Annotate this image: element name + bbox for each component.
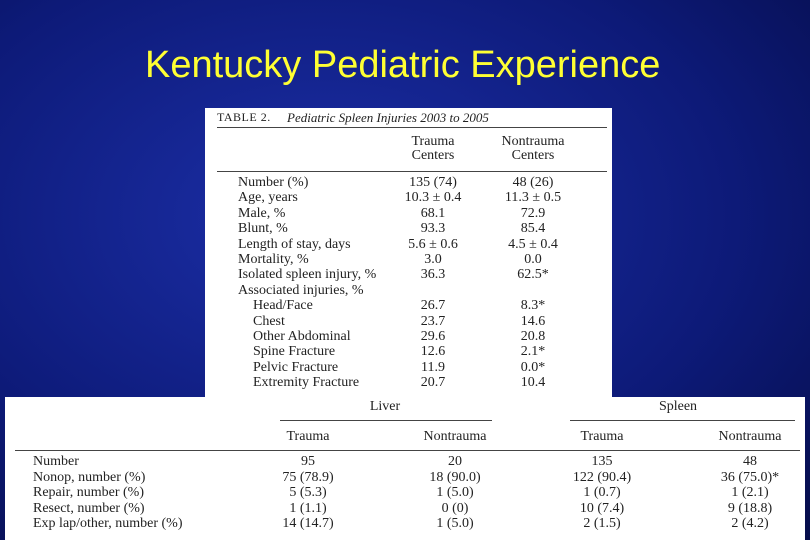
cell: 0.0* bbox=[520, 359, 546, 375]
row-label: Other Abdominal bbox=[253, 329, 351, 344]
table-caption: Pediatric Spleen Injuries 2003 to 2005 bbox=[287, 110, 489, 125]
cell: 85.4 bbox=[520, 221, 546, 237]
cell: 10.3 ± 0.4 bbox=[404, 190, 462, 206]
cell: 1 (5.0) bbox=[436, 485, 474, 500]
cell: 93.3 bbox=[420, 221, 446, 237]
row-label: Number (%) bbox=[238, 175, 309, 190]
column-header: Nontrauma bbox=[718, 429, 782, 444]
cell: 11.3 ± 0.5 bbox=[504, 190, 562, 206]
cell: 1 (2.1) bbox=[731, 485, 769, 500]
cell: 10 (7.4) bbox=[579, 500, 625, 516]
cell: 14 (14.7) bbox=[282, 516, 334, 531]
cell: 5 (5.3) bbox=[289, 485, 327, 500]
cell: 26.7 bbox=[420, 298, 446, 314]
cell: 95 bbox=[301, 454, 315, 469]
cell: 8.3* bbox=[520, 298, 546, 314]
cell: 68.1 bbox=[420, 205, 446, 221]
cell: 2.1* bbox=[520, 344, 546, 360]
row-label: Length of stay, days bbox=[238, 236, 351, 252]
group-header: Spleen bbox=[658, 399, 698, 414]
cell: 18 (90.0) bbox=[429, 469, 481, 485]
row-label: Number bbox=[33, 454, 79, 469]
cell: 0 (0) bbox=[441, 500, 469, 516]
cell: 29.6 bbox=[420, 329, 446, 344]
cell: 11.9 bbox=[421, 359, 445, 375]
row-label: Extremity Fracture bbox=[253, 375, 360, 391]
slide-title: Kentucky Pediatric Experience bbox=[145, 44, 661, 86]
cell: 20.7 bbox=[420, 375, 446, 391]
column-header: Trauma Centers bbox=[411, 134, 455, 163]
outcome-table: Liver Spleen Trauma Nontrauma Trauma Nontraum… bbox=[5, 397, 805, 540]
row-label: Pelvic Fracture bbox=[253, 359, 339, 375]
cell: 36 (75.0)* bbox=[720, 469, 780, 485]
row-label: Repair, number (%) bbox=[33, 485, 145, 500]
cell: 4.5 ± 0.4 bbox=[508, 236, 558, 252]
rule bbox=[280, 420, 492, 421]
cell: 1 (5.0) bbox=[436, 516, 474, 531]
cell: 48 bbox=[743, 454, 757, 469]
cell: 72.9 bbox=[520, 205, 546, 221]
row-label: Head/Face bbox=[253, 298, 313, 314]
cell: 20 bbox=[448, 454, 462, 469]
column-header: Nontrauma bbox=[423, 429, 487, 444]
cell: 9 (18.8) bbox=[727, 500, 773, 516]
row-label: Male, % bbox=[238, 205, 286, 221]
cell: 62.5* bbox=[517, 267, 549, 283]
rule bbox=[217, 171, 607, 172]
cell: 2 (4.2) bbox=[731, 516, 769, 531]
cell: 1 (1.1) bbox=[289, 500, 327, 516]
cell: 135 (74) bbox=[409, 175, 457, 190]
row-label: Spine Fracture bbox=[253, 344, 336, 360]
cell: 48 (26) bbox=[512, 175, 554, 190]
row-label: Mortality, % bbox=[238, 252, 309, 267]
row-label: Blunt, % bbox=[238, 221, 288, 237]
cell: 5.6 ± 0.6 bbox=[408, 236, 458, 252]
cell: 75 (78.9) bbox=[282, 469, 334, 485]
column-header: Trauma bbox=[580, 429, 624, 444]
row-label: Nonop, number (%) bbox=[33, 469, 146, 485]
cell: 36.3 bbox=[420, 267, 446, 283]
row-label: Chest bbox=[253, 313, 285, 329]
cell: 0.0 bbox=[524, 252, 542, 267]
rule bbox=[217, 127, 607, 128]
cell: 20.8 bbox=[520, 329, 546, 344]
row-label: Resect, number (%) bbox=[33, 500, 145, 516]
cell: 2 (1.5) bbox=[583, 516, 621, 531]
row-label: Exp lap/other, number (%) bbox=[33, 516, 183, 531]
table-label: TABLE 2. bbox=[217, 110, 271, 124]
group-header: Liver bbox=[369, 399, 401, 414]
cell: 122 (90.4) bbox=[572, 469, 632, 485]
column-header: Nontrauma Centers bbox=[501, 134, 565, 163]
cell: 14.6 bbox=[520, 313, 546, 329]
row-label: Isolated spleen injury, % bbox=[238, 267, 377, 283]
rule bbox=[15, 450, 800, 451]
rule bbox=[570, 420, 795, 421]
cell: 12.6 bbox=[420, 344, 446, 360]
cell: 1 (0.7) bbox=[583, 485, 621, 500]
cell: 3.0 bbox=[424, 252, 442, 267]
cell: 10.4 bbox=[520, 375, 546, 391]
cell: 135 bbox=[591, 454, 613, 469]
row-label: Associated injuries, % bbox=[238, 282, 364, 298]
spleen-table: TABLE 2. Pediatric Spleen Injuries 2003 t… bbox=[205, 108, 612, 398]
row-label: Age, years bbox=[238, 190, 298, 206]
column-header: Trauma bbox=[286, 429, 330, 444]
cell: 23.7 bbox=[420, 313, 446, 329]
